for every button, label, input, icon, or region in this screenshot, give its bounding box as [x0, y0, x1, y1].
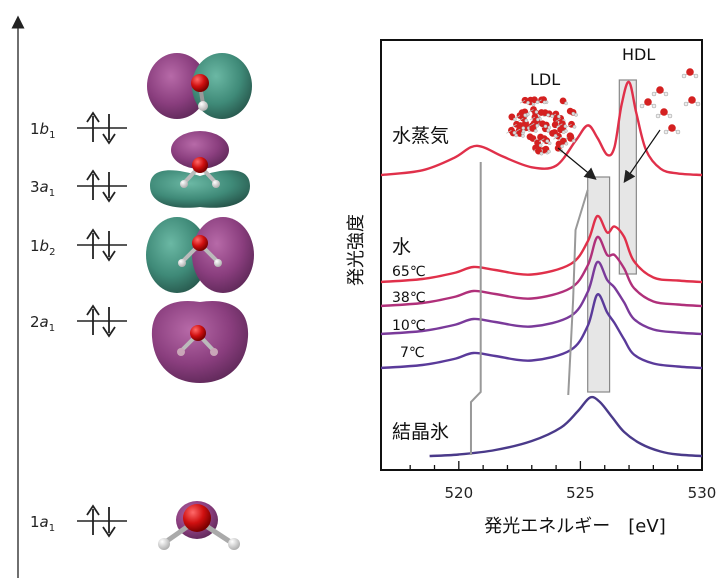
y-axis-title: 発光強度 [346, 214, 367, 286]
series-label: 水蒸気 [392, 125, 449, 147]
orbital-3a1-picture [150, 131, 250, 208]
series-label: 38℃ [392, 290, 426, 306]
series-label: 10℃ [392, 318, 426, 334]
orbital-level-label: 1a1 [30, 513, 55, 534]
orbital-1b2-picture [146, 217, 254, 293]
guide-line-525 [567, 189, 589, 396]
ldl-arrow [557, 147, 597, 180]
series-label: 結晶氷 [392, 421, 449, 443]
orbital-level-1b1: 1b1 [30, 111, 127, 145]
water-label: 水 [392, 236, 411, 258]
orbital-level-2a1: 2a1 [30, 304, 127, 338]
orbital-levels: 1b1 3a1 1b2 2a1 1a1 [30, 111, 127, 538]
spectrum-curve [380, 80, 703, 177]
ldl-cluster-picture [506, 96, 578, 156]
orbital-level-3a1: 3a1 [30, 169, 127, 203]
orbital-level-1a1: 1a1 [30, 504, 127, 538]
orbital-level-label: 3a1 [30, 178, 55, 199]
guide-line-520 [469, 162, 482, 455]
chart-frame [380, 39, 703, 471]
ldl-label: LDL [530, 70, 560, 89]
orbital-level-label: 1b2 [30, 237, 55, 258]
orbital-level-label: 2a1 [30, 313, 55, 334]
x-axis-title: 発光エネルギー [eV] [484, 516, 665, 537]
orbital-level-1b2: 1b2 [30, 228, 127, 262]
chart-ticks: 520 525 530 [409, 461, 717, 502]
chart-curves [380, 80, 703, 458]
hdl-arrow [623, 129, 661, 183]
orbital-1b1-picture [147, 53, 252, 119]
chart-bands [587, 79, 637, 393]
spectrum-curve [380, 214, 703, 284]
series-label: 7℃ [400, 345, 425, 361]
orbital-level-label: 1b1 [30, 120, 55, 141]
x-tick-label: 525 [566, 484, 595, 502]
hdl-molecules-picture [639, 68, 701, 135]
spectrum-curve [380, 260, 703, 336]
chart-labels: 水蒸気 65℃ 38℃ 10℃ 7℃ 結晶氷 [392, 125, 449, 443]
hdl-label: HDL [622, 45, 655, 64]
series-label: 65℃ [392, 264, 426, 280]
orbital-1a1-picture [158, 501, 240, 550]
spectrum-curve [380, 235, 703, 308]
orbital-2a1-picture [151, 300, 249, 383]
x-tick-label: 530 [688, 484, 717, 502]
x-tick-label: 520 [444, 484, 473, 502]
chart-guides [469, 162, 589, 455]
spectrum-curve [380, 293, 703, 370]
spectrum-curve [429, 395, 703, 458]
